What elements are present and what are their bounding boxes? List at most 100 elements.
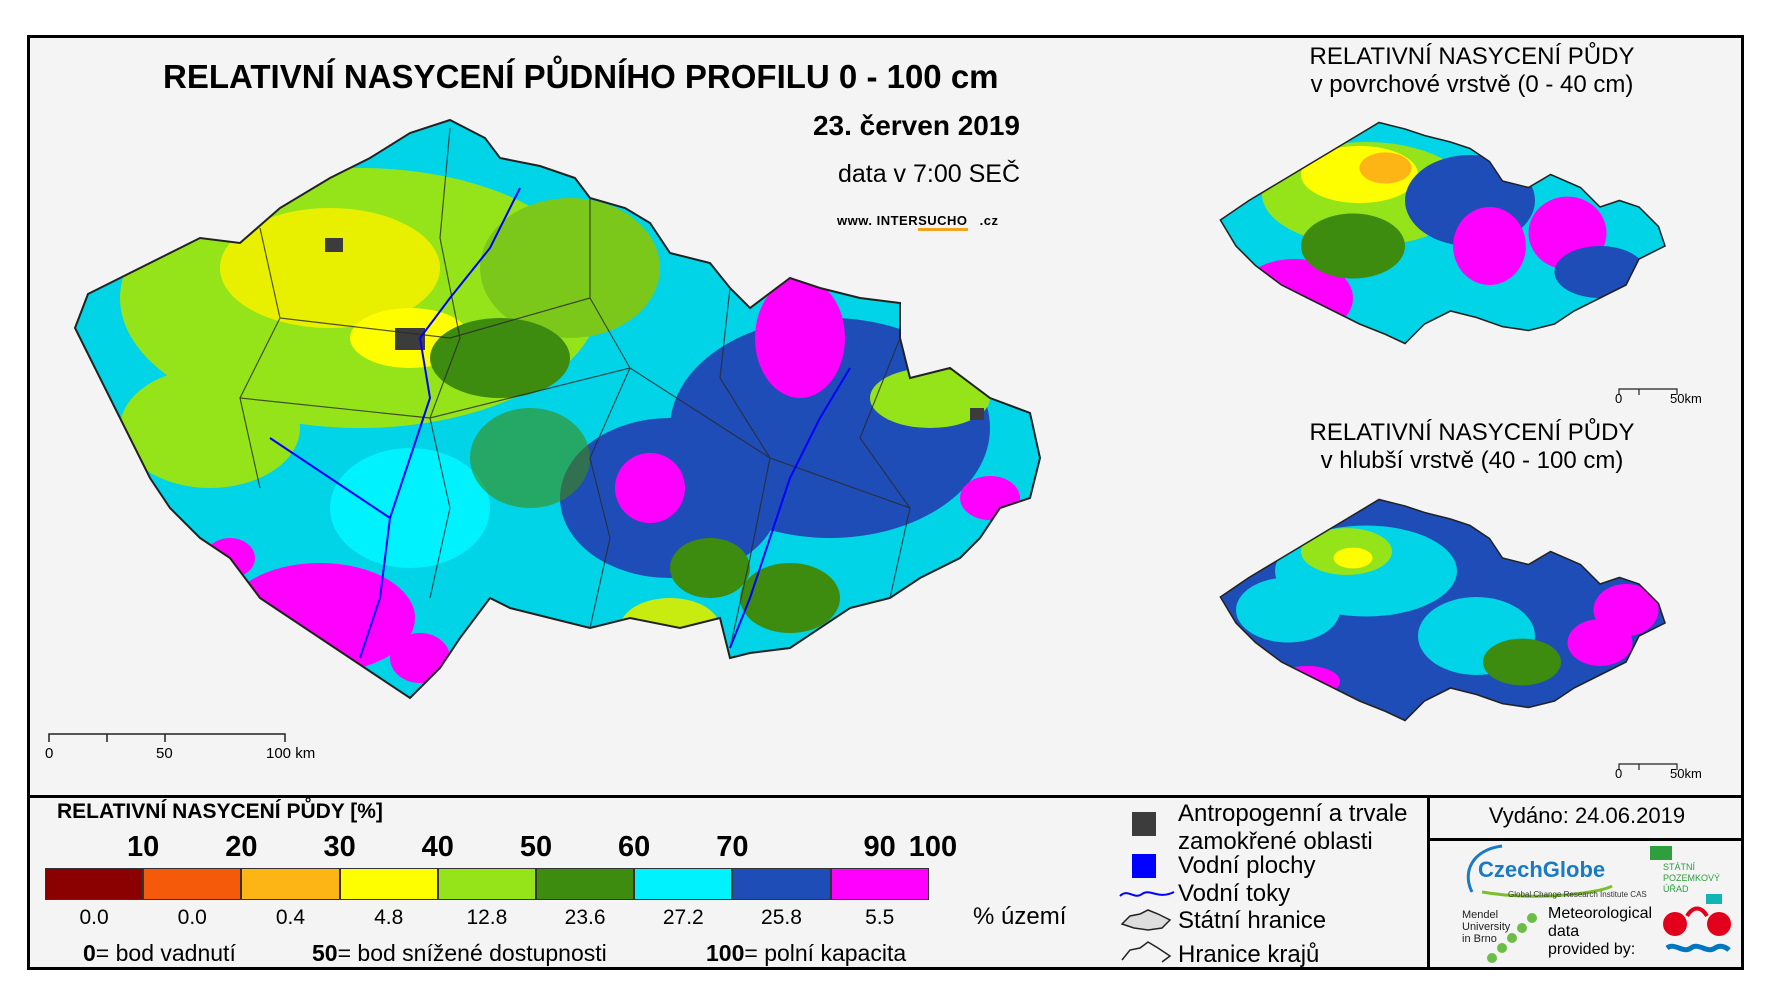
inset-bottom-map [1219, 498, 1666, 722]
meteo-line3: provided by: [1548, 941, 1636, 958]
legend-swatch [634, 868, 733, 900]
wet-areas-label: Antropogenní a trvale zamokřené oblasti [1178, 800, 1408, 856]
legend-swatch [437, 868, 536, 900]
legend-title: RELATIVNÍ NASYCENÍ PŮDY [%] [57, 800, 383, 823]
note-wilting-point: 0= bod vadnutí [83, 940, 236, 967]
meteo-line2: data [1548, 923, 1580, 940]
czechglobe-logo [1466, 844, 1613, 898]
rivers-label: Vodní toky [1178, 880, 1291, 907]
mendel-line1: Mendel [1462, 909, 1499, 921]
rivers [269, 187, 851, 659]
website-brand-b: SUCHO [918, 213, 968, 231]
legend-tick-label: 100 [908, 831, 958, 863]
czechglobe-logo-subtitle: Global Change Research Institute CAS [1508, 890, 1647, 899]
main-scale-bar [48, 733, 286, 742]
spu-line2: POZEMKOVÝ [1663, 873, 1721, 883]
legend-unit-label: % území [973, 903, 1067, 930]
spu-line3: ÚŘAD [1663, 884, 1689, 894]
legend-swatch [732, 868, 831, 900]
legend-swatch [241, 868, 340, 900]
legend-tick-label: 90 [863, 831, 896, 863]
note-100-num: 100 [706, 940, 745, 966]
website-brand-a: INTER [876, 213, 919, 228]
legend-percent: 0.0 [177, 906, 207, 929]
legend-tick-label: 60 [618, 831, 651, 863]
note-field-capacity: 100= polní kapacita [706, 940, 906, 967]
inset-top-map [1219, 121, 1666, 345]
inset-top-title: RELATIVNÍ NASYCENÍ PŮDY v povrchové vrst… [1262, 43, 1682, 99]
note-50-num: 50 [312, 940, 338, 966]
legend-percent: 23.6 [564, 906, 606, 929]
legend-tick-label: 20 [225, 831, 258, 863]
meteo-line1: Meteorological [1548, 905, 1653, 922]
legend-swatch [45, 868, 144, 900]
legend-percent: 4.8 [374, 906, 404, 929]
map-title: RELATIVNÍ NASYCENÍ PŮDNÍHO PROFILU 0 - 1… [163, 58, 999, 95]
inset-bottom-title-line1: RELATIVNÍ NASYCENÍ PŮDY [1309, 419, 1635, 446]
mendel-logo-text: Mendel University in Brno [1462, 909, 1510, 945]
spu-line1: STÁTNÍ [1663, 862, 1696, 872]
main-scale-50: 50 [156, 745, 173, 762]
region-borders [239, 127, 911, 649]
region-border-label: Hranice krajů [1178, 941, 1320, 968]
inset-top-title-line2: v povrchové vrstvě (0 - 40 cm) [1310, 71, 1634, 98]
mendel-logo-dots [1487, 913, 1537, 963]
rivers-symbol [1119, 891, 1175, 897]
state-border-symbol [1120, 909, 1172, 931]
note-0-text: = bod vadnutí [95, 940, 236, 966]
data-time: data v 7:00 SEČ [837, 160, 1020, 188]
spu-logo-text: STÁTNÍ POZEMKOVÝ ÚŘAD [1663, 862, 1720, 895]
legend-swatch [536, 868, 635, 900]
legend-tick-label: 40 [421, 831, 454, 863]
inset-top-title-line1: RELATIVNÍ NASYCENÍ PŮDY [1309, 43, 1635, 70]
mendel-line3: in Brno [1462, 933, 1497, 945]
legend-swatch [143, 868, 242, 900]
state-border [73, 118, 1042, 700]
inset-top-scale-0: 0 [1615, 391, 1623, 406]
note-reduced-availability: 50= bod snížené dostupnosti [312, 940, 607, 967]
spu-logo-accent [1706, 894, 1722, 904]
inset-bottom-scale-50: 50km [1670, 766, 1702, 781]
spu-logo-mark [1650, 846, 1672, 860]
inset-top-scale-bar [1618, 388, 1678, 395]
mendel-line2: University [1462, 921, 1511, 933]
main-map [73, 118, 1042, 700]
footer-divider-horizontal [1427, 838, 1744, 841]
wet-areas-line1: Antropogenní a trvale [1178, 800, 1408, 827]
wet-areas-line2: zamokřené oblasti [1178, 828, 1373, 855]
legend-swatch [830, 868, 929, 900]
legend-percent: 27.2 [662, 906, 704, 929]
note-50-text: = bod snížené dostupnosti [337, 940, 607, 966]
water-bodies-label: Vodní plochy [1178, 852, 1316, 879]
note-100-text: = polní kapacita [744, 940, 907, 966]
legend-percent: 0.0 [79, 906, 109, 929]
czechglobe-logo-text: CzechGlobe [1478, 857, 1606, 882]
legend-tick-label: 30 [323, 831, 356, 863]
legend-tick-label: 10 [127, 831, 160, 863]
main-scale-0: 0 [45, 745, 54, 762]
water-bodies-swatch [1132, 854, 1156, 878]
legend-percent: 0.4 [275, 906, 306, 929]
legend-tick-label: 50 [519, 831, 553, 863]
chmi-logo [1663, 906, 1731, 953]
inset-bottom-scale-0: 0 [1615, 766, 1623, 781]
legend-tick-label: 70 [716, 831, 749, 863]
main-scale-100: 100 km [266, 745, 316, 762]
legend-percent: 12.8 [466, 906, 508, 929]
wet-areas-swatch [1132, 812, 1156, 836]
website-suffix: .cz [979, 213, 999, 228]
meteo-credit: Meteorological data provided by: [1548, 905, 1652, 959]
website-prefix: www. [837, 213, 873, 228]
legend-swatch [339, 868, 438, 900]
state-border-label: Státní hranice [1178, 907, 1327, 934]
inset-bottom-title: RELATIVNÍ NASYCENÍ PŮDY v hlubší vrstvě … [1262, 419, 1682, 475]
legend-percent: 5.5 [865, 906, 895, 929]
legend-percent: 25.8 [761, 906, 802, 929]
note-0-num: 0 [83, 940, 96, 966]
issued-date: Vydáno: 24.06.2019 [1488, 803, 1686, 828]
region-border-symbol [1121, 941, 1172, 963]
inset-top-scale-50: 50km [1670, 391, 1702, 406]
inset-bottom-title-line2: v hlubší vrstvě (40 - 100 cm) [1320, 447, 1624, 474]
map-date: 23. červen 2019 [812, 110, 1020, 141]
website-link[interactable]: www. INTERSUCHO .cz [837, 213, 999, 231]
